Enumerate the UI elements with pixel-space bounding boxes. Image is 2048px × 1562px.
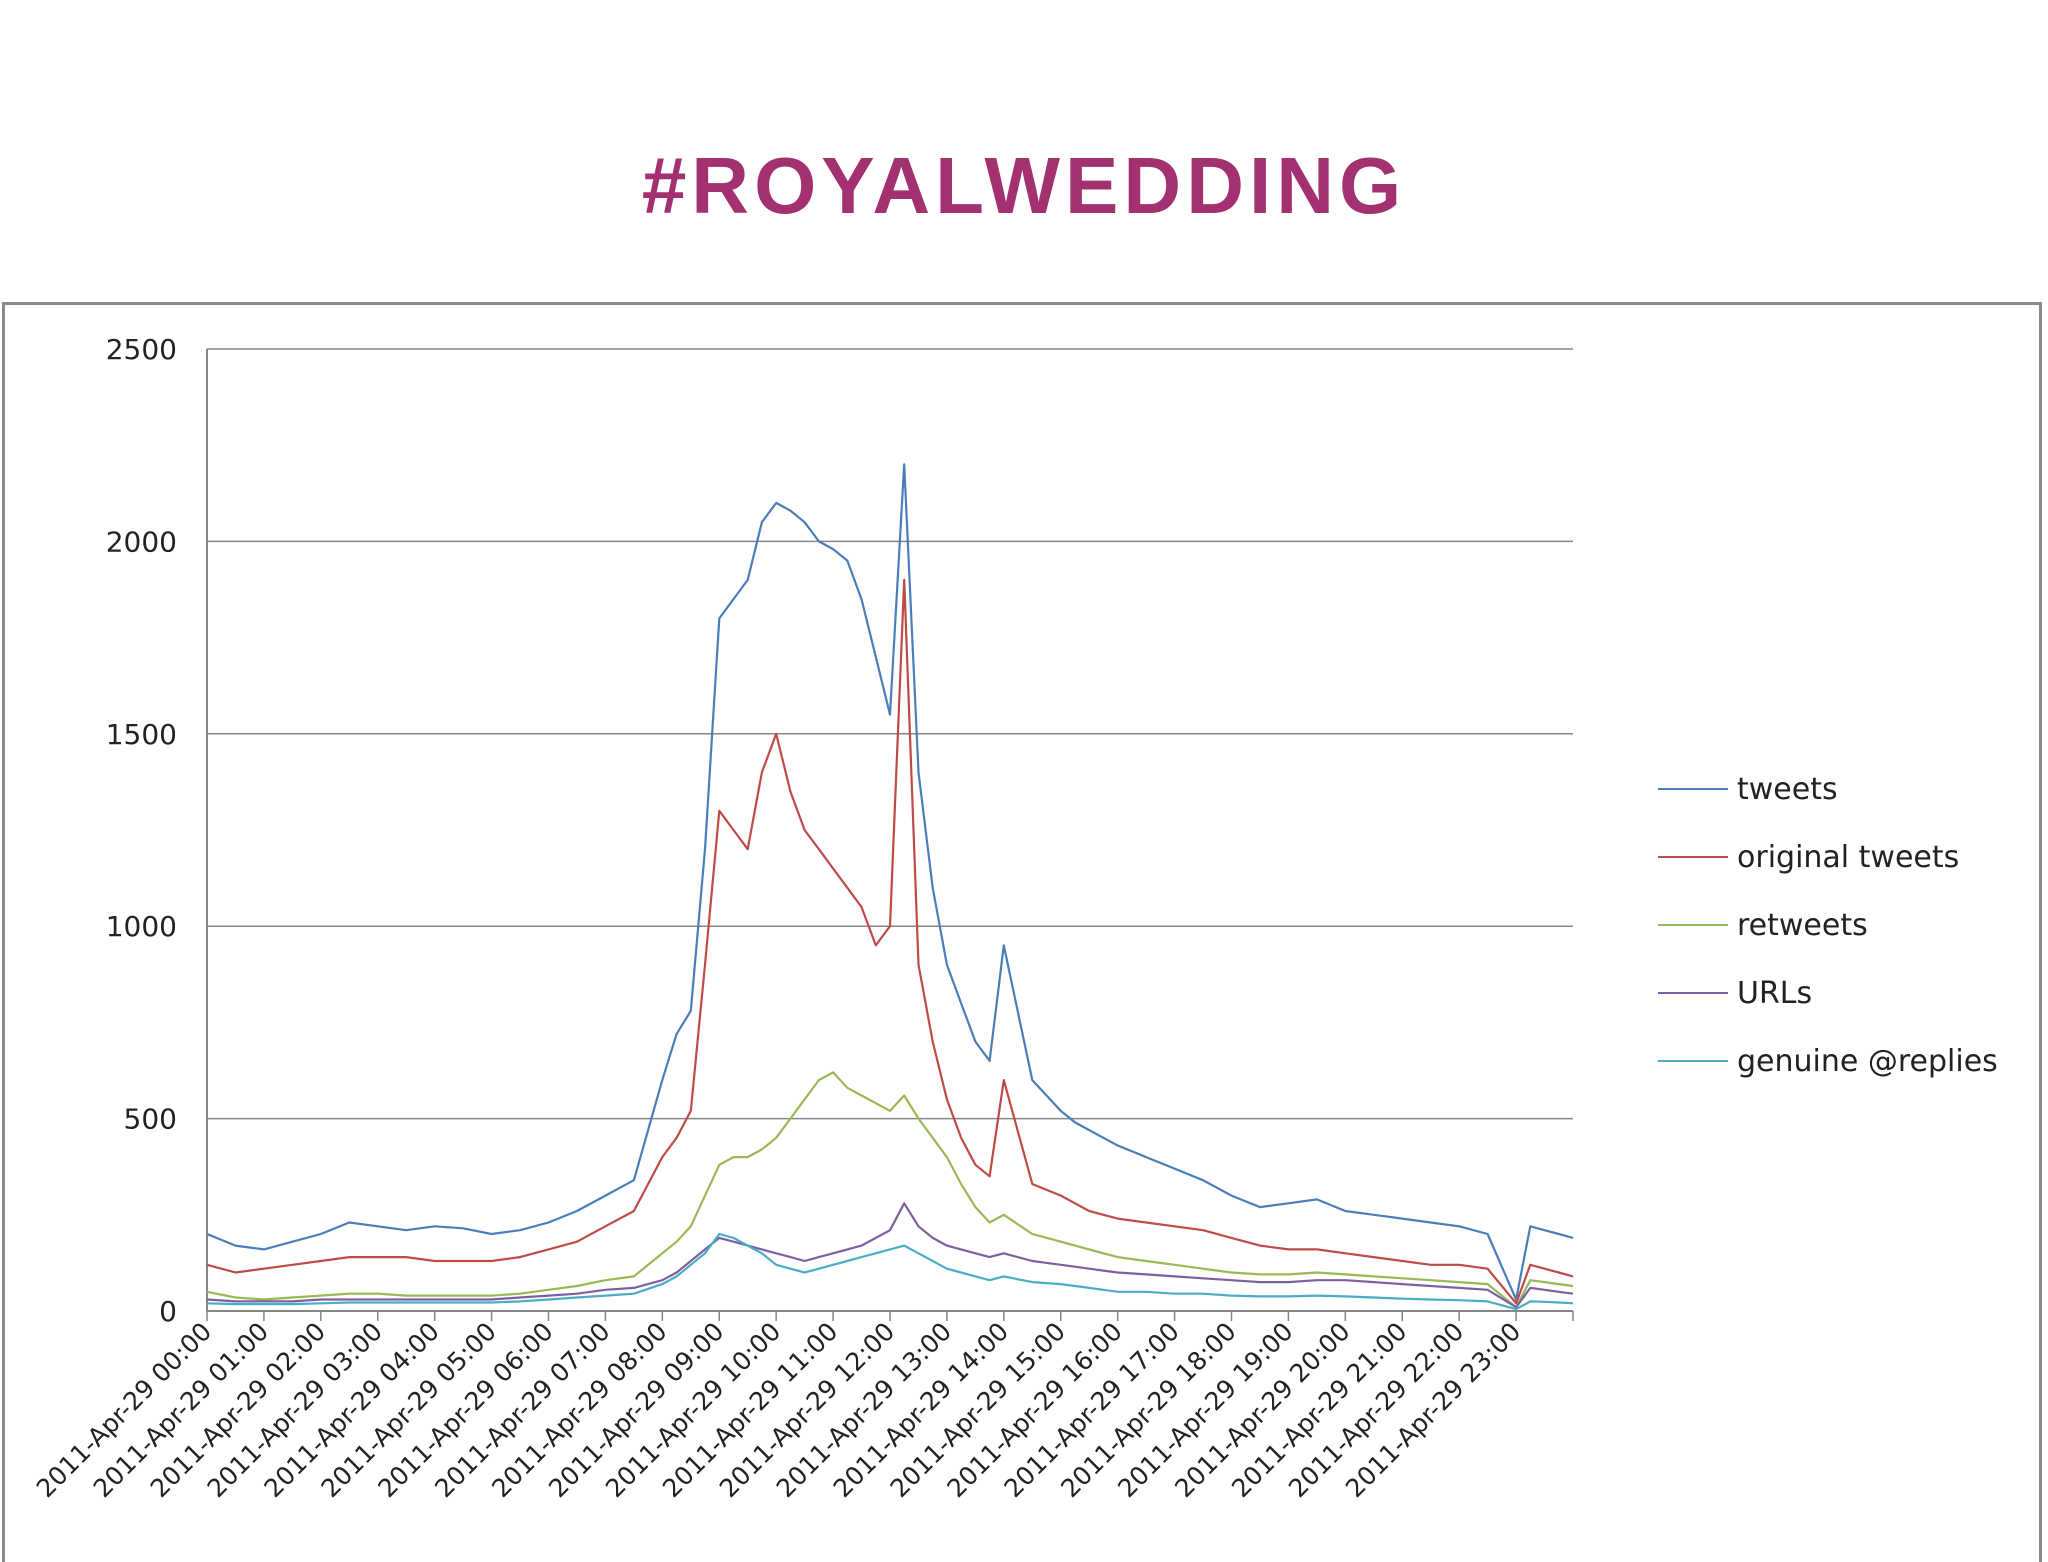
y-tick-label: 1500	[106, 718, 177, 751]
legend-label: tweets	[1737, 772, 1838, 807]
series-line-original-tweets	[206, 578, 1574, 1305]
legend-label: genuine @replies	[1737, 1044, 1998, 1079]
legend-label: URLs	[1737, 976, 1812, 1011]
series-line-urls	[206, 1202, 1574, 1309]
series-line-retweets	[206, 1071, 1574, 1309]
y-tick-label: 2500	[106, 333, 177, 366]
legend-label: retweets	[1737, 908, 1868, 943]
legend-label: original tweets	[1737, 840, 1959, 875]
y-tick-label: 500	[124, 1103, 177, 1136]
series-line-tweets	[206, 463, 1574, 1301]
series-line-genuine-replies	[206, 1232, 1574, 1311]
slide-title: #ROYALWEDDING	[641, 141, 1407, 230]
y-tick-label: 2000	[106, 525, 177, 558]
chart-frame: 0 500 1000 1500 2000 2500 2011-Apr-29 00:00 201…	[2, 302, 2042, 1562]
y-tick-label: 0	[159, 1295, 177, 1328]
y-tick-label: 1000	[106, 910, 177, 943]
